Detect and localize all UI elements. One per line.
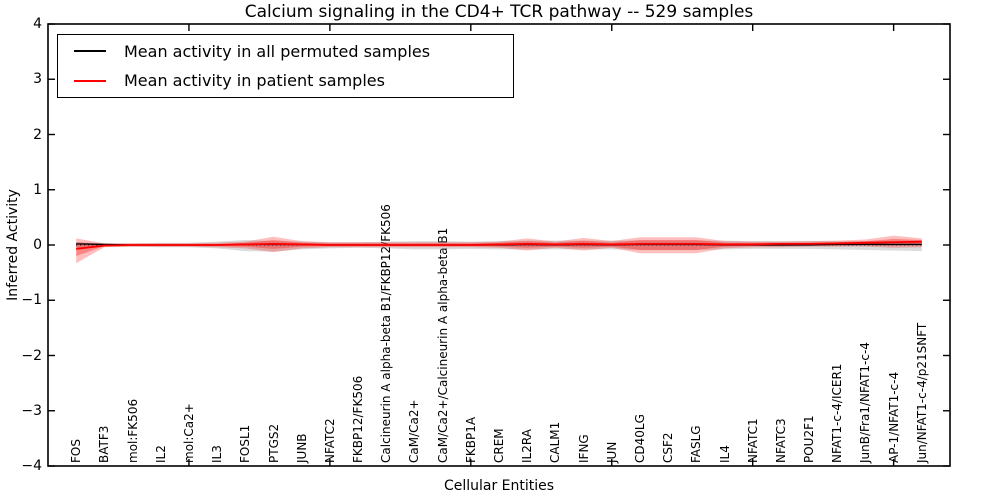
legend-item-permuted: Mean activity in all permuted samples	[58, 38, 513, 64]
y-tick-label: 2	[33, 126, 42, 143]
legend: Mean activity in all permuted samples Me…	[57, 34, 514, 98]
x-tick-label: JunB/Fra1/NFAT1-c-4	[858, 342, 873, 463]
x-tick-label: FOSL1	[238, 424, 253, 463]
x-tick-label: CaM/Ca2+	[407, 399, 422, 463]
patient-line-swatch	[74, 79, 106, 82]
x-tick-label: FKBP12/FK506	[351, 375, 366, 463]
x-tick-label: IL4	[717, 445, 732, 463]
x-tick-label: NFATC3	[773, 418, 788, 463]
x-tick-label: CALM1	[548, 421, 563, 463]
x-tick-label: JUNB	[294, 433, 309, 463]
x-tick-label: IL2	[153, 445, 168, 463]
patient-mean-line	[76, 240, 922, 250]
x-tick-label: IFNG	[576, 434, 591, 463]
x-tick-label: CSF2	[661, 432, 676, 463]
x-tick-label: NFATC2	[322, 418, 337, 463]
y-tick-label: −2	[21, 347, 42, 364]
x-tick-label: NFATC1	[745, 418, 760, 463]
x-tick-label: mol:FK506	[125, 398, 140, 463]
y-tick-label: 3	[33, 71, 42, 88]
chart-title: Calcium signaling in the CD4+ TCR pathwa…	[244, 2, 754, 22]
y-tick-label: −3	[21, 402, 42, 419]
x-tick-label: CREM	[492, 428, 506, 463]
legend-item-patient: Mean activity in patient samples	[58, 68, 513, 94]
x-tick-label: IL2RA	[520, 429, 535, 463]
permuted-line-swatch	[74, 50, 106, 53]
patient-std-inner-band	[76, 238, 922, 257]
y-tick-label: −1	[21, 292, 42, 309]
x-tick-label: IL3	[210, 445, 225, 463]
x-tick-label: JUN	[604, 441, 619, 463]
y-tick-label: −4	[21, 458, 42, 474]
x-axis-label: Cellular Entities	[443, 478, 555, 494]
x-tick-label: Jun/NFAT1-c-4/p21SNFT	[914, 322, 929, 463]
y-tick-label: 4	[33, 16, 42, 32]
x-tick-label: PTGS2	[266, 423, 281, 463]
y-tick-label: 0	[33, 237, 42, 253]
legend-label-permuted: Mean activity in all permuted samples	[124, 41, 431, 61]
permuted-mean-line	[76, 243, 922, 246]
x-tick-label: POU2F1	[802, 415, 817, 463]
x-tick-label: NFAT1-c-4/ICER1	[830, 363, 845, 463]
x-tick-label: FKBP1A	[463, 416, 478, 463]
legend-label-patient: Mean activity in patient samples	[124, 71, 385, 91]
x-tick-label: mol:Ca2+	[181, 403, 196, 463]
x-tick-label: CaM/Ca2+/Calcineurin A alpha-beta B1	[435, 227, 450, 463]
x-tick-label: AP-1/NFAT1-c-4	[886, 371, 901, 463]
y-tick-label: 1	[33, 181, 42, 198]
x-tick-label: FASLG	[689, 425, 704, 463]
x-tick-label: BATF3	[97, 425, 112, 463]
x-tick-label: CD40LG	[632, 414, 647, 463]
x-tick-label: Calcineurin A alpha-beta B1/FKBP12/FK506	[379, 204, 394, 463]
x-tick-label: FOS	[69, 439, 84, 463]
patient-std-outer-band	[76, 235, 922, 264]
permuted-std-band	[76, 240, 922, 252]
